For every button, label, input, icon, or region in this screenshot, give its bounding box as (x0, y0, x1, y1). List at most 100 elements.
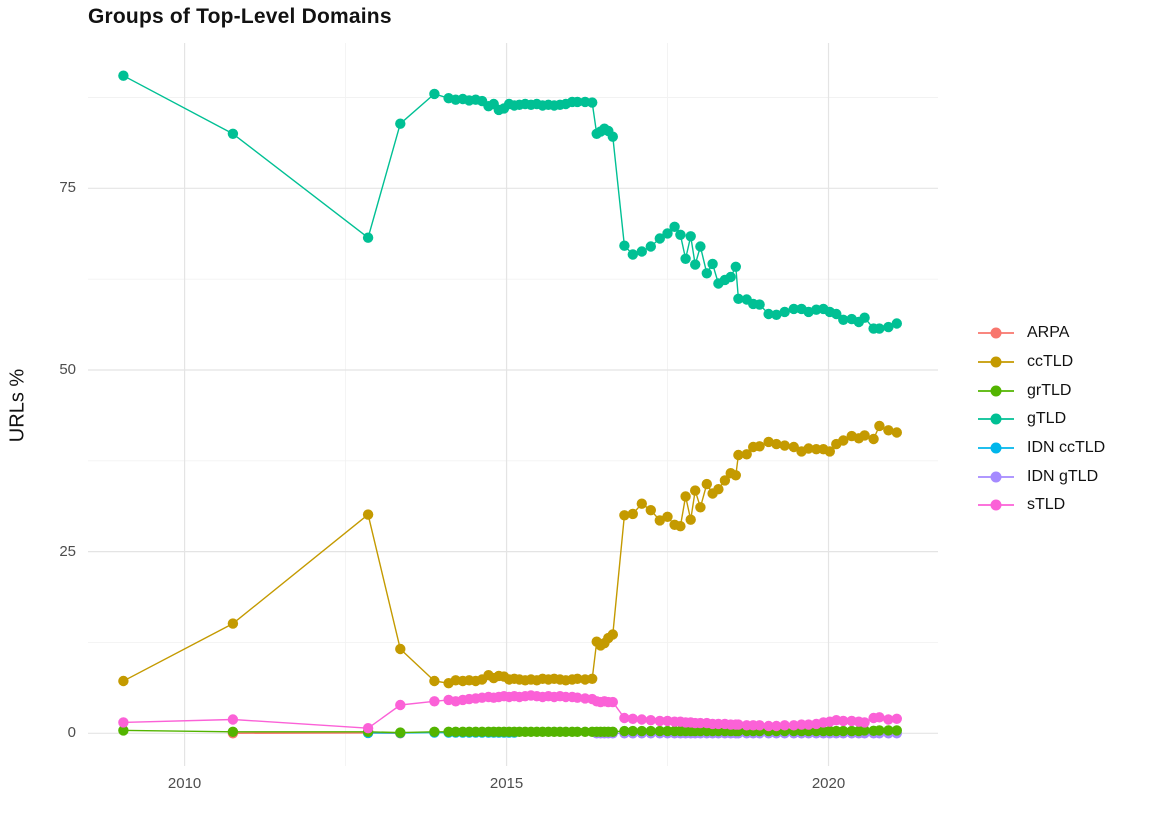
data-point-cctld (788, 441, 799, 453)
data-point-cctld (362, 509, 374, 520)
data-point-stld (572, 692, 583, 703)
legend-label: grTLD (1027, 381, 1072, 399)
x-tick-label: 2015 (489, 775, 524, 792)
data-point-gtld (874, 323, 885, 334)
data-point-grtld (118, 725, 129, 736)
data-point-grtld (859, 725, 870, 736)
data-point-stld (645, 715, 656, 726)
x-tick-label: 2020 (811, 775, 846, 792)
data-point-gtld (227, 128, 239, 139)
data-point-grtld (874, 725, 885, 736)
y-tick-label: 25 (59, 542, 76, 560)
data-point-cctld (771, 438, 782, 450)
data-point-stld (636, 714, 647, 725)
data-point-gtld (763, 308, 774, 320)
data-point-stld (607, 696, 618, 708)
data-point-gtld (627, 249, 638, 260)
data-point-gtld (645, 241, 656, 252)
data-point-gtld (883, 321, 894, 333)
data-point-grtld (891, 725, 902, 736)
data-point-stld (763, 720, 774, 732)
data-point-gtld (690, 259, 701, 270)
data-point-gtld (733, 293, 744, 304)
data-point-gtld (771, 309, 782, 320)
data-point-stld (891, 713, 902, 724)
data-point-stld (859, 717, 870, 728)
data-point-cctld (701, 478, 712, 490)
data-point-cctld (838, 435, 849, 446)
data-point-gtld (788, 303, 799, 315)
data-point-gtld (619, 240, 630, 251)
data-point-cctld (690, 485, 701, 496)
data-point-stld (227, 714, 239, 725)
legend-item-gtld: gTLD (976, 405, 1105, 434)
legend-label: IDN gTLD (1027, 467, 1099, 485)
data-point-stld (838, 715, 849, 727)
legend-item-stld: sTLD (976, 491, 1105, 520)
data-point-gtld (725, 271, 736, 283)
data-point-cctld (779, 440, 790, 451)
data-point-gtld (572, 96, 583, 108)
data-point-cctld (868, 433, 879, 445)
legend-key-icon (978, 499, 1014, 511)
data-point-stld (395, 699, 406, 711)
data-point-gtld (118, 70, 129, 81)
data-point-gtld (831, 308, 842, 320)
data-point-grtld (883, 725, 894, 736)
data-point-stld (429, 696, 440, 707)
data-point-gtld (695, 241, 706, 252)
data-point-cctld (763, 436, 774, 448)
legend-item-idn-gtld: IDN gTLD (976, 462, 1105, 491)
data-point-gtld (669, 221, 680, 232)
data-point-cctld (695, 502, 706, 513)
data-point-stld (754, 720, 765, 731)
data-point-grtld (627, 725, 638, 737)
data-point-gtld (838, 314, 849, 325)
data-point-stld (118, 717, 129, 728)
y-tick-label: 50 (59, 360, 76, 378)
legend-label: ARPA (1027, 324, 1070, 342)
data-point-stld (733, 719, 744, 730)
data-point-stld (779, 720, 790, 731)
data-point-stld (771, 720, 782, 732)
data-point-cctld (607, 629, 618, 640)
data-point-cctld (627, 508, 638, 520)
legend-key-icon (978, 327, 1014, 339)
data-point-cctld (891, 427, 902, 438)
data-point-gtld (429, 88, 440, 100)
data-point-cctld (619, 510, 630, 521)
legend-key-icon (978, 385, 1014, 397)
data-point-stld (654, 715, 665, 727)
chart-title: Groups of Top-Level Domains (88, 5, 392, 28)
data-point-gtld (754, 299, 765, 310)
series-line-gtld (123, 75, 898, 330)
data-point-cctld (429, 675, 440, 687)
data-point-gtld (654, 233, 665, 244)
legend-label: gTLD (1027, 410, 1067, 428)
data-point-gtld (362, 232, 374, 243)
y-tick-label: 75 (59, 179, 76, 197)
series-gtld (118, 70, 902, 334)
data-point-stld (362, 723, 374, 734)
data-point-cctld (675, 521, 686, 532)
data-point-cctld (883, 425, 894, 436)
data-point-cctld (874, 420, 885, 432)
data-point-stld (883, 714, 894, 725)
data-point-cctld (118, 675, 129, 687)
data-point-cctld (227, 618, 239, 629)
data-point-grtld (572, 726, 583, 737)
legend-label: sTLD (1027, 496, 1066, 514)
data-point-stld (627, 713, 638, 724)
data-point-grtld (607, 726, 618, 737)
legend: ARPA ccTLD grTLD gTLD IDN ccTLD IDN gTLD sTLD (976, 319, 1105, 520)
data-point-cctld (587, 673, 598, 684)
data-point-cctld (733, 449, 744, 461)
data-point-grtld (645, 725, 656, 737)
y-tick-label: 0 (67, 724, 76, 742)
data-point-gtld (779, 306, 790, 318)
data-point-gtld (730, 261, 741, 272)
data-point-cctld (662, 511, 673, 522)
data-point-gtld (685, 231, 696, 242)
